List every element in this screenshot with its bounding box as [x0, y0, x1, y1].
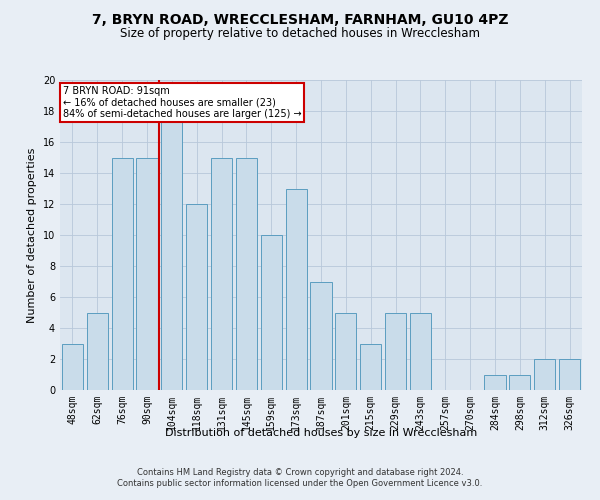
Text: Distribution of detached houses by size in Wrecclesham: Distribution of detached houses by size … — [165, 428, 477, 438]
Y-axis label: Number of detached properties: Number of detached properties — [27, 148, 37, 322]
Bar — [112, 158, 133, 390]
Text: 7 BRYN ROAD: 91sqm
← 16% of detached houses are smaller (23)
84% of semi-detache: 7 BRYN ROAD: 91sqm ← 16% of detached hou… — [62, 86, 301, 120]
Bar — [335, 312, 356, 390]
Bar — [484, 374, 506, 390]
Bar — [559, 359, 580, 390]
Bar — [261, 235, 282, 390]
Bar — [136, 158, 158, 390]
Bar — [236, 158, 257, 390]
Bar — [509, 374, 530, 390]
Bar — [410, 312, 431, 390]
Bar — [360, 344, 381, 390]
Bar — [62, 344, 83, 390]
Bar — [385, 312, 406, 390]
Bar — [286, 188, 307, 390]
Bar — [161, 111, 182, 390]
Text: Contains public sector information licensed under the Open Government Licence v3: Contains public sector information licen… — [118, 479, 482, 488]
Text: Size of property relative to detached houses in Wrecclesham: Size of property relative to detached ho… — [120, 28, 480, 40]
Text: Contains HM Land Registry data © Crown copyright and database right 2024.: Contains HM Land Registry data © Crown c… — [137, 468, 463, 477]
Text: 7, BRYN ROAD, WRECCLESHAM, FARNHAM, GU10 4PZ: 7, BRYN ROAD, WRECCLESHAM, FARNHAM, GU10… — [92, 12, 508, 26]
Bar — [534, 359, 555, 390]
Bar — [310, 282, 332, 390]
Bar — [211, 158, 232, 390]
Bar — [186, 204, 207, 390]
Bar — [87, 312, 108, 390]
